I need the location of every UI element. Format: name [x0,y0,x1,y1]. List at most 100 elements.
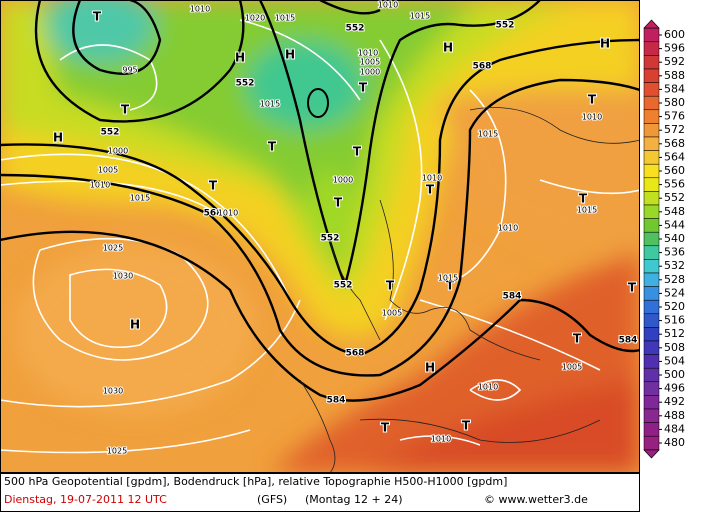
high-marker: H [425,361,435,375]
contour-label: 568 [346,349,365,359]
colorbar-label: 588 [664,69,685,82]
contour-label: 1025 [107,447,127,456]
contour-label: 1015 [438,274,458,283]
colorbar-box [643,313,660,328]
colorbar-arrow-top [643,19,660,29]
high-marker: H [600,37,610,51]
contour-label: 1010 [478,383,498,392]
colorbar-box [643,218,660,233]
contour-label: 1005 [360,58,380,67]
contour-label: 1000 [333,176,353,185]
colorbar-label: 516 [664,314,685,327]
colorbar-label: 492 [664,395,685,408]
low-marker: T [462,419,471,433]
contour-label: 1015 [260,100,280,109]
contour-label: 1005 [98,166,118,175]
colorbar-label: 536 [664,246,685,259]
contour-label: 1010 [582,113,602,122]
colorbar-box [643,82,660,97]
contour-label: 552 [496,21,515,31]
contour-label: 1030 [103,387,123,396]
colorbar-box [643,340,660,355]
colorbar-label: 488 [664,409,685,422]
footer-box [0,473,640,512]
contour-label: 1015 [410,12,430,21]
colorbar-label: 560 [664,164,685,177]
footer-credit: © www.wetter3.de [484,493,588,506]
contour-label: 1015 [130,194,150,203]
contour-label: 1010 [498,224,518,233]
colorbar-box [643,408,660,423]
colorbar-arrow-bottom [643,449,660,459]
colorbar-box [643,177,660,192]
colorbar-label: 596 [664,42,685,55]
colorbar-label: 584 [664,82,685,95]
contour-label: 1025 [103,244,123,253]
low-marker: T [588,93,597,107]
colorbar: 6005965925885845805765725685645605565525… [643,19,685,459]
contour-label: 1015 [478,130,498,139]
low-marker: T [353,145,362,159]
contour-label: 584 [327,396,346,406]
colorbar-label: 564 [664,150,685,163]
contour-label: 995 [122,66,137,75]
colorbar-box [643,354,660,369]
colorbar-box [643,136,660,151]
coastlines [299,107,640,473]
map-border [0,0,640,473]
low-marker: T [628,281,637,295]
colorbar-box [643,381,660,396]
contour-label: 552 [236,79,255,89]
colorbar-label: 500 [664,368,685,381]
contour-label: 1010 [358,49,378,58]
contour-label: 1020 [245,14,265,23]
contour-label: 1015 [275,14,295,23]
low-marker: T [386,279,395,293]
contour-label: 1015 [577,206,597,215]
contour-label: 1005 [382,309,402,318]
colorbar-box [643,123,660,138]
colorbar-box [643,286,660,301]
colorbar-box [643,191,660,206]
colorbar-box [643,245,660,260]
low-marker: T [446,279,455,293]
footer-model: (GFS) [257,493,287,506]
colorbar-label: 548 [664,205,685,218]
low-marker: T [209,179,218,193]
colorbar-box [643,327,660,342]
colorbar-label: 592 [664,55,685,68]
contour-label: 552 [346,24,365,34]
colorbar-box [643,68,660,83]
colorbar-box [643,435,660,451]
colorbar-label: 580 [664,96,685,109]
colorbar-box [643,163,660,179]
footer-date: Dienstag, 19-07-2011 12 UTC [4,493,167,506]
colorbar-box [643,231,660,247]
colorbar-label: 600 [664,28,685,41]
isobars [0,19,640,454]
contour-label: 568 [204,209,223,219]
high-marker: H [53,131,63,145]
low-marker: T [573,332,582,346]
colorbar-label: 576 [664,110,685,123]
contour-label: 1010 [90,181,110,190]
colorbar-label: 528 [664,273,685,286]
colorbar-label: 512 [664,327,685,340]
low-marker: T [381,421,390,435]
map-area [0,0,640,473]
contour-label: 584 [503,292,522,302]
low-marker: T [359,81,368,95]
colorbar-box [643,55,660,70]
colorbar-box [643,422,660,437]
colorbar-label: 508 [664,341,685,354]
colorbar-box [643,27,660,43]
colorbar-label: 552 [664,191,685,204]
colorbar-label: 484 [664,422,685,435]
colorbar-box [643,150,660,165]
colorbar-label: 556 [664,178,685,191]
colorbar-label: 524 [664,286,685,299]
contour-label: 1010 [431,435,451,444]
contour-label: 552 [334,281,353,291]
